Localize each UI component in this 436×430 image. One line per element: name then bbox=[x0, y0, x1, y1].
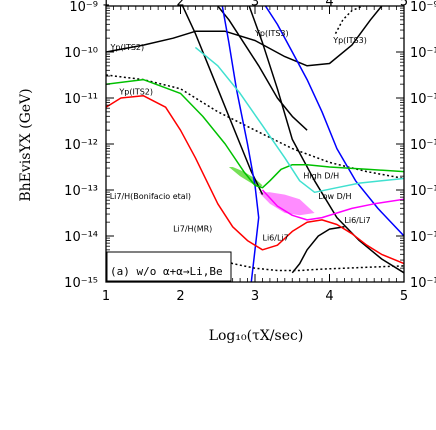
annotation-1: Yp(ITS3) bbox=[254, 29, 289, 38]
y-tick-label-5: 10⁻¹⁴ bbox=[64, 230, 98, 245]
series-line-3 bbox=[181, 6, 264, 195]
y-tick-label-3: 10⁻¹² bbox=[64, 138, 98, 153]
y-tick-label-2: 10⁻¹¹ bbox=[64, 92, 98, 107]
series-line-0 bbox=[106, 6, 383, 67]
series-line-11 bbox=[106, 94, 404, 265]
series-line-5 bbox=[248, 6, 404, 274]
series-line-12 bbox=[261, 189, 404, 221]
annotation-4: Li7/H(Bonifacio etal) bbox=[110, 192, 191, 201]
x-tick-label-top-2: 3 bbox=[251, 0, 259, 10]
series-line-4 bbox=[216, 6, 308, 131]
x-tick-label-top-3: 4 bbox=[325, 0, 333, 10]
y-axis-label: BhEvisYX (GeV) bbox=[18, 88, 34, 201]
annotation-9: Li6/Li7 bbox=[263, 234, 289, 243]
x-tick-label-1: 2 bbox=[176, 289, 184, 304]
annotation-0: Yp(ITS2) bbox=[110, 43, 145, 52]
series-line-2 bbox=[106, 74, 404, 180]
panel-label-box bbox=[106, 251, 232, 282]
y-tick-label-4: 10⁻¹³ bbox=[64, 184, 98, 199]
series-line-7 bbox=[221, 6, 260, 282]
plot-frame bbox=[105, 5, 405, 283]
annotation-6: High D/H bbox=[303, 172, 339, 181]
series-line-10 bbox=[194, 46, 404, 194]
y-tick-label-right-5: 10⁻¹⁴ bbox=[410, 230, 436, 245]
annotation-2: Yp(ITS3) bbox=[332, 36, 367, 45]
y-tick-label-right-6: 10⁻¹⁵ bbox=[410, 276, 436, 291]
panel-label: (a) w/o α+α→Li,Be bbox=[110, 265, 223, 278]
x-tick-label-top-1: 2 bbox=[176, 0, 184, 10]
y-tick-label-right-4: 10⁻¹³ bbox=[410, 184, 436, 199]
annotation-8: Li6/Li7 bbox=[344, 216, 370, 225]
annotation-7: Low D/H bbox=[318, 192, 351, 201]
series-line-8 bbox=[264, 6, 404, 237]
x-tick-label-2: 3 bbox=[251, 289, 259, 304]
x-tick-label-0: 1 bbox=[102, 289, 110, 304]
y-tick-label-0: 10⁻⁹ bbox=[69, 0, 98, 15]
y-tick-label-right-2: 10⁻¹¹ bbox=[410, 92, 436, 107]
x-tick-label-3: 4 bbox=[325, 289, 333, 304]
y-tick-label-right-0: 10⁻⁹ bbox=[410, 0, 436, 15]
y-tick-label-6: 10⁻¹⁵ bbox=[64, 276, 98, 291]
x-tick-label-top-4: 5 bbox=[400, 0, 408, 10]
x-tick-label-top-0: 1 bbox=[102, 0, 110, 10]
annotation-5: Li7/H(MR) bbox=[173, 224, 212, 233]
series-line-9 bbox=[106, 78, 404, 189]
x-axis-label: Log₁₀(τX/sec) bbox=[209, 328, 304, 344]
y-tick-label-1: 10⁻¹⁰ bbox=[64, 46, 98, 61]
shaded-region-0 bbox=[258, 192, 315, 216]
y-tick-label-right-1: 10⁻¹⁰ bbox=[410, 46, 436, 61]
y-tick-label-right-3: 10⁻¹² bbox=[410, 138, 436, 153]
series-line-6 bbox=[291, 226, 345, 274]
series-line-13 bbox=[210, 253, 404, 272]
annotation-3: Yp(ITS2) bbox=[118, 87, 153, 96]
x-tick-label-4: 5 bbox=[400, 289, 408, 304]
